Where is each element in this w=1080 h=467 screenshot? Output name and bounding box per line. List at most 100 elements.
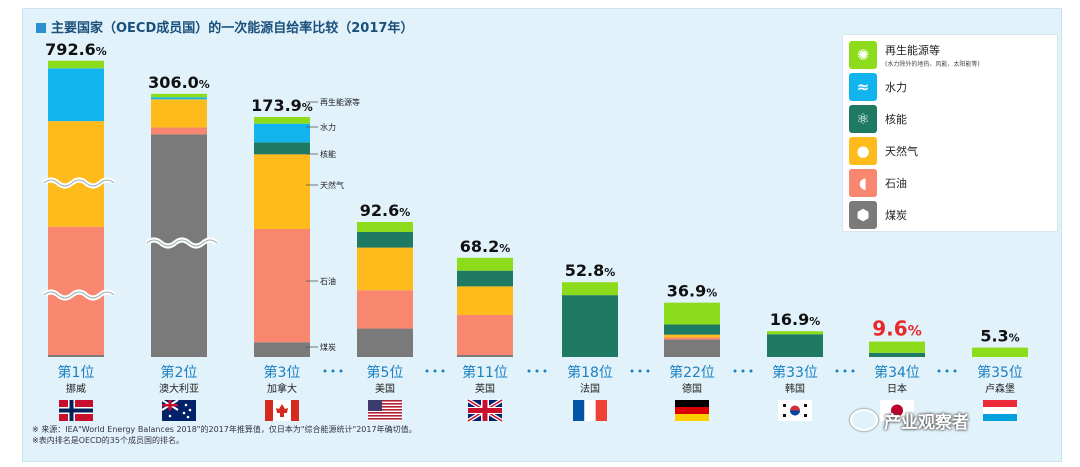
callout-label: 核能 xyxy=(320,149,336,159)
callout-label: 再生能源等 xyxy=(320,97,360,107)
legend-item-hydro: ≈ 水力 xyxy=(849,73,907,101)
separator-dot xyxy=(441,369,445,373)
separator-dot xyxy=(323,369,327,373)
australia-flag xyxy=(161,399,196,421)
legend-sublabel: (水力除外的地热、风能、太阳能等) xyxy=(885,61,980,68)
segment-gas xyxy=(457,286,513,315)
separator-dot xyxy=(638,369,642,373)
value-label: 173.9% xyxy=(251,96,313,115)
country-name: 法国 xyxy=(580,382,600,395)
separator-dot xyxy=(749,369,753,373)
axis-break-line xyxy=(146,239,218,247)
wechat-icon xyxy=(850,409,878,431)
norway-flag xyxy=(59,400,93,421)
sun-icon: ✺ xyxy=(849,41,877,69)
segment-oil xyxy=(254,229,310,343)
separator-dot xyxy=(741,369,745,373)
callout-label: 水力 xyxy=(320,122,336,132)
value-label: 16.9% xyxy=(770,310,821,329)
rank-label: 第1位 xyxy=(58,364,95,381)
segment-nuclear xyxy=(664,324,720,335)
legend-label: 石油 xyxy=(885,177,907,190)
separator-dot xyxy=(953,369,957,373)
separator-dot xyxy=(937,369,941,373)
segment-renewable xyxy=(562,282,618,296)
segment-nuclear xyxy=(869,352,925,357)
value-label: 68.2% xyxy=(460,237,511,256)
segment-hydro xyxy=(48,68,104,122)
segment-oil xyxy=(357,290,413,329)
segment-coal xyxy=(254,342,310,357)
legend-label: 再生能源等 (水力除外的地热、风能、太阳能等) xyxy=(885,44,980,68)
segment-gas xyxy=(357,247,413,291)
title-text: 主要国家（OECD成员国）的一次能源自给率比较（2017年） xyxy=(51,21,414,36)
coal-icon: ⬢ xyxy=(849,201,877,229)
germany-flag xyxy=(675,400,709,421)
legend-item-gas: ● 天然气 xyxy=(849,137,918,165)
rank-label: 第2位 xyxy=(161,364,198,381)
segment-coal xyxy=(357,328,413,357)
segment-gas xyxy=(151,99,207,128)
rank-label: 第3位 xyxy=(264,364,301,381)
segment-oil xyxy=(457,314,513,355)
legend-item-renewable: ✺ 再生能源等 (水力除外的地热、风能、太阳能等) xyxy=(849,41,980,69)
segment-gas xyxy=(254,154,310,229)
value-label: 306.0% xyxy=(148,73,210,92)
rank-label: 第34位 xyxy=(874,364,920,381)
source-line-1: ※ 来源：IEA"World Energy Balances 2018"的201… xyxy=(32,425,417,434)
japan-flag xyxy=(880,400,914,421)
callout-label: 天然气 xyxy=(320,180,344,190)
segment-renewable xyxy=(767,331,823,335)
segment-nuclear xyxy=(457,270,513,287)
segment-renewable xyxy=(254,117,310,124)
segment-coal xyxy=(664,339,720,357)
callout-label: 石油 xyxy=(320,276,336,286)
country-name: 韩国 xyxy=(785,382,805,395)
rank-label: 第22位 xyxy=(669,364,715,381)
country-name: 日本 xyxy=(887,382,907,395)
value-label: 9.6% xyxy=(872,317,921,341)
separator-dot xyxy=(945,369,949,373)
rank-label: 第33位 xyxy=(772,364,818,381)
flame-icon: ● xyxy=(849,137,877,165)
korea-flag xyxy=(778,400,812,421)
segment-nuclear xyxy=(254,142,310,155)
source-line-2: ※表内排名是OECD的35个成员国的排名。 xyxy=(32,436,184,445)
segment-oil xyxy=(151,127,207,135)
segment-hydro xyxy=(254,123,310,143)
rank-label: 第5位 xyxy=(367,364,404,381)
separator-dot xyxy=(835,369,839,373)
legend-label: 天然气 xyxy=(885,145,918,158)
legend-label: 核能 xyxy=(885,113,907,126)
legend: ✺ 再生能源等 (水力除外的地热、风能、太阳能等) ≈ 水力 ⚛ 核能 ● 天然气 ◖ 石油 ⬢ 煤炭 xyxy=(842,34,1058,232)
separator-dot xyxy=(425,369,429,373)
legend-item-oil: ◖ 石油 xyxy=(849,169,907,197)
segment-renewable xyxy=(869,341,925,353)
separator-dot xyxy=(851,369,855,373)
source-note: ※ 来源：IEA"World Energy Balances 2018"的201… xyxy=(32,424,452,446)
segment-renewable xyxy=(48,60,104,69)
segment-nuclear xyxy=(767,334,823,357)
atom-icon: ⚛ xyxy=(849,105,877,133)
rank-label: 第18位 xyxy=(567,364,613,381)
separator-dot xyxy=(527,369,531,373)
title-square-icon xyxy=(36,23,46,33)
segment-coal xyxy=(48,355,104,357)
country-name: 挪威 xyxy=(66,382,86,395)
separator-dot xyxy=(733,369,737,373)
value-label: 52.8% xyxy=(565,261,616,280)
separator-dot xyxy=(630,369,634,373)
axis-break-line xyxy=(43,291,115,299)
country-name: 美国 xyxy=(375,382,395,395)
watermark: 产业观察者 xyxy=(850,408,969,433)
country-name: 加拿大 xyxy=(267,382,297,395)
segment-renewable xyxy=(664,302,720,325)
legend-item-nuclear: ⚛ 核能 xyxy=(849,105,907,133)
separator-dot xyxy=(339,369,343,373)
